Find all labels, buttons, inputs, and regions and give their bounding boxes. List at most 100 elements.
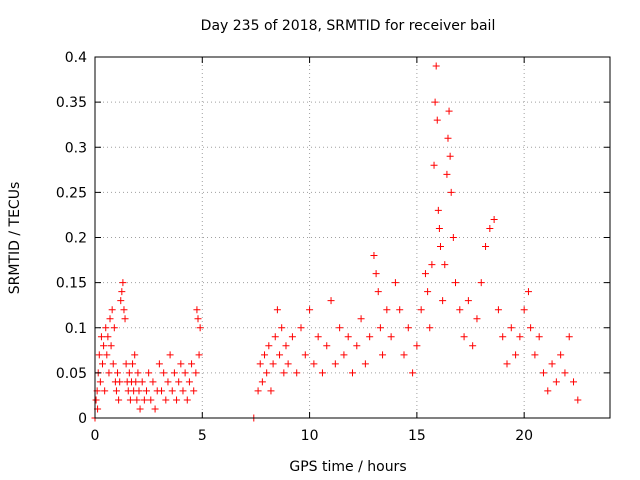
data-point [131, 351, 139, 359]
data-point [143, 387, 150, 395]
data-point [181, 369, 189, 377]
data-point [520, 306, 528, 314]
data-point [349, 369, 356, 377]
data-point [117, 297, 125, 305]
data-point [396, 306, 404, 314]
data-point [138, 378, 146, 386]
data-point [413, 342, 421, 350]
x-axis-label: GPS time / hours [289, 459, 406, 475]
data-point [101, 387, 109, 395]
data-point [473, 315, 481, 323]
data-point [273, 306, 281, 314]
data-point [192, 369, 200, 377]
data-point [276, 351, 284, 359]
data-point [449, 234, 457, 241]
data-point [370, 252, 378, 260]
data-point [391, 279, 399, 287]
data-point [134, 369, 142, 377]
data-point [151, 405, 159, 413]
data-point [490, 215, 498, 223]
data-point [376, 324, 384, 332]
data-point [430, 161, 438, 169]
data-point [444, 134, 452, 142]
data-point [263, 369, 271, 377]
data-point [267, 387, 275, 395]
data-point [258, 378, 266, 386]
data-point [183, 396, 191, 404]
data-point [122, 360, 130, 368]
x-tick-label: 15 [408, 428, 426, 444]
data-point [344, 333, 352, 341]
data-point [288, 333, 296, 341]
data-point [383, 306, 391, 314]
data-point [282, 342, 290, 350]
data-point [254, 387, 262, 395]
data-point [499, 333, 507, 341]
data-point [103, 351, 111, 359]
data-point [516, 333, 524, 341]
data-point [435, 224, 443, 232]
data-points [91, 62, 582, 422]
data-point [132, 378, 140, 386]
data-point [447, 188, 455, 196]
data-point [512, 351, 520, 359]
data-point [400, 351, 408, 359]
data-point [110, 324, 118, 332]
data-point [109, 360, 117, 368]
data-point [318, 369, 326, 377]
data-point [561, 369, 569, 377]
data-point [409, 369, 417, 377]
y-tick-label: 0.35 [56, 95, 87, 111]
data-point [439, 297, 447, 305]
data-point [336, 324, 344, 332]
data-point [147, 396, 155, 404]
data-point [293, 369, 301, 377]
x-tick-label: 10 [301, 428, 319, 444]
data-point [149, 378, 157, 386]
data-point [194, 315, 202, 323]
data-point [177, 360, 185, 368]
data-point [126, 396, 134, 404]
data-point [140, 396, 148, 404]
data-point [464, 297, 472, 305]
data-point [372, 270, 380, 278]
data-point [107, 342, 115, 350]
chart-title: Day 235 of 2018, SRMTID for receiver bai… [201, 18, 496, 34]
data-point [565, 333, 573, 341]
data-point [269, 360, 277, 368]
data-point [366, 333, 374, 341]
data-point [531, 351, 539, 359]
data-point [417, 306, 425, 314]
y-tick-label: 0.15 [56, 276, 87, 292]
data-point [297, 324, 305, 332]
data-point [482, 243, 490, 251]
data-point [557, 351, 565, 359]
data-point [456, 306, 464, 314]
data-point [284, 360, 292, 368]
data-point [104, 333, 112, 341]
data-point [92, 396, 100, 404]
data-point [494, 306, 502, 314]
data-point [310, 360, 318, 368]
data-point [301, 351, 309, 359]
data-point [261, 351, 269, 359]
data-point [357, 315, 365, 323]
y-tick-label: 0 [78, 411, 87, 427]
data-point [387, 333, 395, 341]
data-point [486, 224, 494, 232]
data-point [374, 288, 382, 296]
data-point [527, 324, 535, 332]
data-point [432, 62, 440, 70]
y-tick-label: 0.2 [65, 231, 87, 247]
data-point [133, 396, 141, 404]
data-point [114, 369, 122, 377]
data-point [118, 288, 126, 296]
data-point [121, 315, 129, 323]
data-point [106, 315, 114, 323]
data-point [100, 342, 108, 350]
data-point [115, 396, 123, 404]
data-point [404, 324, 412, 332]
data-point [116, 378, 124, 386]
data-point [426, 324, 434, 332]
data-point [361, 360, 369, 368]
